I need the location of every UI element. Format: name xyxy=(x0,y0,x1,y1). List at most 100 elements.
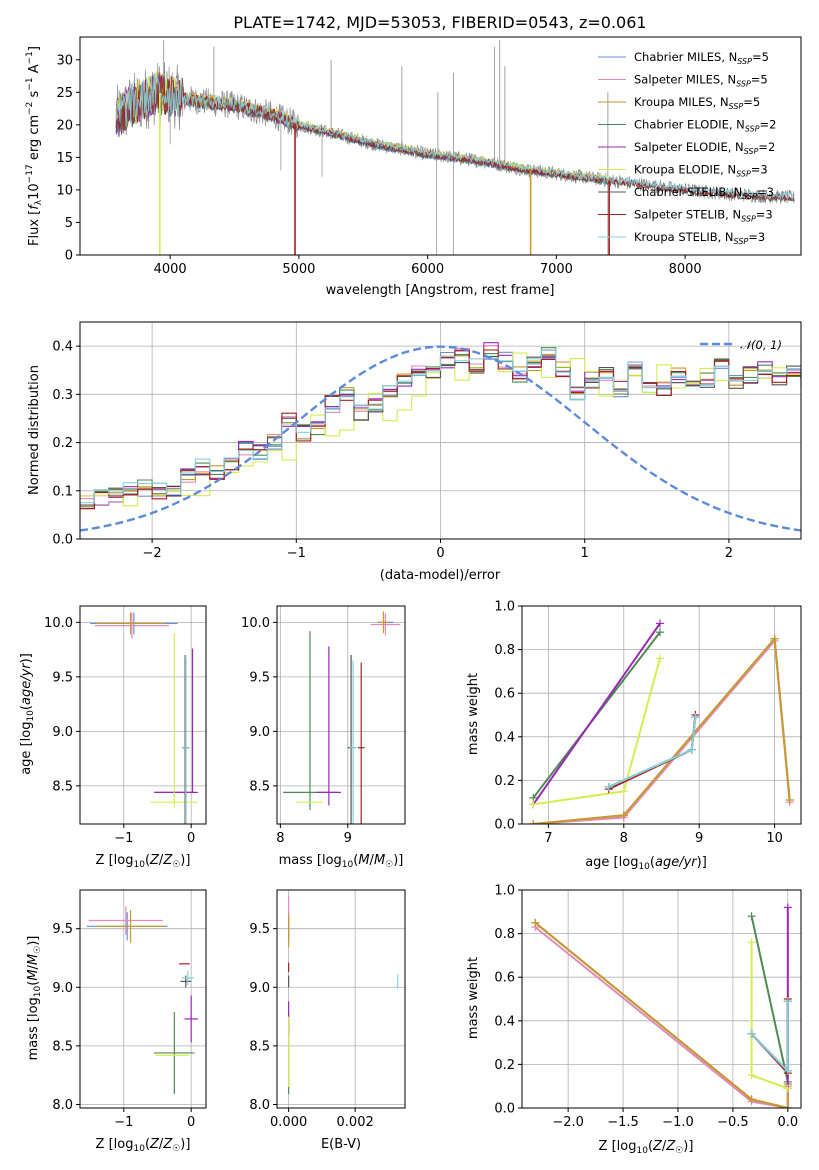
model-spectrum-kroupa-stelib xyxy=(115,72,795,201)
histogram-kroupa-stelib xyxy=(80,349,801,504)
age-vs-z-plot-area: −1 0 8.5 9.0 9.5 10.0 xyxy=(44,605,207,846)
histogram-salpeter-miles xyxy=(80,345,801,506)
tick-group: −2.0 −1.5 −1.0 −0.5 0.0 0.0 0.2 0.4 0.6 0.8 1.0 xyxy=(494,884,798,1131)
weight-series-kroupa-miles xyxy=(534,921,789,1108)
legend-label: Chabrier MILES, NSSP=5 xyxy=(634,50,769,66)
y-tick-label: 0.4 xyxy=(494,730,515,745)
y-tick-label: 0 xyxy=(65,249,73,264)
mass-vs-z-ylabel: mass [log10(M/M☉)] xyxy=(26,936,43,1061)
errorbar-point xyxy=(94,612,169,639)
plus-marker xyxy=(747,912,756,921)
x-tick-label: 0.000 xyxy=(270,1115,307,1130)
tick-group: −1 0 8.0 8.5 9.0 9.5 xyxy=(52,922,195,1130)
axes-frame xyxy=(521,605,802,825)
x-tick-label: −1.5 xyxy=(607,1115,639,1130)
plus-marker xyxy=(619,787,628,796)
errorbar-point xyxy=(378,611,389,634)
plus-marker xyxy=(619,811,628,820)
y-tick-label: 0.0 xyxy=(494,818,515,833)
histograms xyxy=(80,342,801,532)
plus-marker xyxy=(785,796,794,805)
y-tick-label: 9.0 xyxy=(249,981,270,996)
residuals-xlabel: (data-model)/error xyxy=(380,568,501,583)
x-tick-label: −2.0 xyxy=(552,1115,584,1130)
error-bars xyxy=(90,612,198,824)
errorbar-point xyxy=(96,909,165,943)
x-tick-label: 8 xyxy=(620,831,628,846)
error-bars xyxy=(288,895,399,1094)
y-tick-label: 0.8 xyxy=(494,927,515,942)
plus-marker xyxy=(783,1084,792,1093)
errorbar-point xyxy=(181,655,190,824)
mass-vs-ebv-plot-area: 0.000 0.002 8.0 8.5 9.0 9.5 xyxy=(249,889,406,1130)
y-tick-label: 25 xyxy=(56,86,73,101)
errorbar-point xyxy=(349,660,357,824)
weight-vs-age-xlabel: age [log10(age/yr)] xyxy=(585,855,707,872)
y-tick-label: 8.5 xyxy=(249,1039,270,1054)
age-vs-z-xlabel: Z [log10(Z/Z☉)] xyxy=(96,853,191,870)
y-tick-label: 1.0 xyxy=(494,884,515,899)
spectrum-xlabel: wavelength [Angstrom, rest frame] xyxy=(326,283,555,298)
spectrum-panel: 4000 5000 6000 7000 8000 0 5 10 15 20 25 30 Chabrier… xyxy=(25,36,802,298)
plus-marker xyxy=(691,713,700,722)
x-tick-label: 7 xyxy=(544,831,552,846)
x-tick-label: 1 xyxy=(581,546,589,561)
plus-marker xyxy=(687,745,696,754)
y-tick-label: 8.5 xyxy=(52,1039,73,1054)
errorbar-point xyxy=(96,612,165,635)
plus-marker xyxy=(655,619,664,628)
histogram-chabrier-elodie xyxy=(80,347,801,510)
y-tick-label: 0.0 xyxy=(494,1102,515,1117)
x-tick-label: −1 xyxy=(114,831,133,846)
y-tick-label: 1.0 xyxy=(494,600,515,615)
page-title: PLATE=1742, MJD=53053, FIBERID=0543, z=0… xyxy=(233,13,646,32)
residuals-plot-area: −2 −1 0 1 2 0.0 0.1 0.2 0.3 0.4 𝒩(0, 1) xyxy=(52,321,802,561)
model-spectrum-salpeter-stelib xyxy=(115,74,795,202)
weight-lines xyxy=(531,903,792,1108)
tick-group: 7 8 9 10 0.0 0.2 0.4 0.6 0.8 1.0 xyxy=(494,600,783,847)
legend-label: Kroupa STELIB, NSSP=3 xyxy=(634,230,765,246)
y-tick-label: 0.2 xyxy=(494,1058,515,1073)
weight-series-chabrier-miles xyxy=(534,921,789,1108)
model-spectrum-kroupa-miles xyxy=(115,70,611,183)
tick-group: 8 9 8.5 9.0 9.5 10.0 xyxy=(241,616,352,846)
axes-frame xyxy=(79,605,207,825)
y-tick-label: 9.5 xyxy=(249,670,270,685)
legend-label: Kroupa MILES, NSSP=5 xyxy=(634,95,760,111)
x-tick-label: −0.5 xyxy=(717,1115,749,1130)
weight-series-chabrier-elodie xyxy=(750,915,789,1083)
plus-marker xyxy=(783,903,792,912)
y-tick-label: 8.5 xyxy=(249,779,270,794)
weight-vs-age-panel: 7 8 9 10 0.0 0.2 0.4 0.6 0.8 1.0 age [log10(age/y… xyxy=(466,600,802,872)
weight-lines xyxy=(529,619,794,824)
x-tick-label: −1.0 xyxy=(662,1115,694,1130)
legend-label: 𝒩(0, 1) xyxy=(740,338,782,352)
age-vs-z-panel: −1 0 8.5 9.0 9.5 10.0 Z [log10(Z/Z☉)] age [lo… xyxy=(19,605,207,870)
weight-vs-z-plot-area: −2.0 −1.5 −1.0 −0.5 0.0 0.0 0.2 0.4 0.6 0.8 1.0 xyxy=(494,884,802,1131)
x-tick-label: 0 xyxy=(187,1115,195,1130)
x-tick-label: −1 xyxy=(287,546,306,561)
residuals-panel: −2 −1 0 1 2 0.0 0.1 0.2 0.3 0.4 𝒩(0, 1) (data-mode… xyxy=(27,321,802,583)
weight-series-kroupa-elodie xyxy=(533,658,661,806)
age-vs-mass-xlabel: mass [log10(M/M☉)] xyxy=(279,853,404,870)
y-tick-label: 9.5 xyxy=(52,922,73,937)
tick-group: 0.000 0.002 8.0 8.5 9.0 9.5 xyxy=(249,922,373,1130)
y-tick-label: 15 xyxy=(56,151,73,166)
x-tick-label: 0 xyxy=(436,546,444,561)
y-tick-label: 0.4 xyxy=(52,340,73,355)
y-tick-label: 8.0 xyxy=(52,1098,73,1113)
errorbar-point xyxy=(357,662,365,824)
errorbar-point xyxy=(181,970,194,985)
y-tick-label: 0.6 xyxy=(494,971,515,986)
legend-label: Chabrier ELODIE, NSSP=2 xyxy=(634,118,776,134)
x-tick-label: 6000 xyxy=(411,262,444,277)
axes-frame xyxy=(79,889,207,1109)
model-spectrum-salpeter-elodie xyxy=(115,72,611,184)
plus-marker xyxy=(747,1095,756,1104)
age-vs-z-ylabel: age [log10(age/yr)] xyxy=(19,653,36,775)
histogram-salpeter-stelib xyxy=(80,349,801,510)
weight-vs-z-xlabel: Z [log10(Z/Z☉)] xyxy=(599,1139,694,1156)
weight-vs-age-plot-area: 7 8 9 10 0.0 0.2 0.4 0.6 0.8 1.0 xyxy=(494,600,802,847)
x-tick-label: 5000 xyxy=(282,262,315,277)
